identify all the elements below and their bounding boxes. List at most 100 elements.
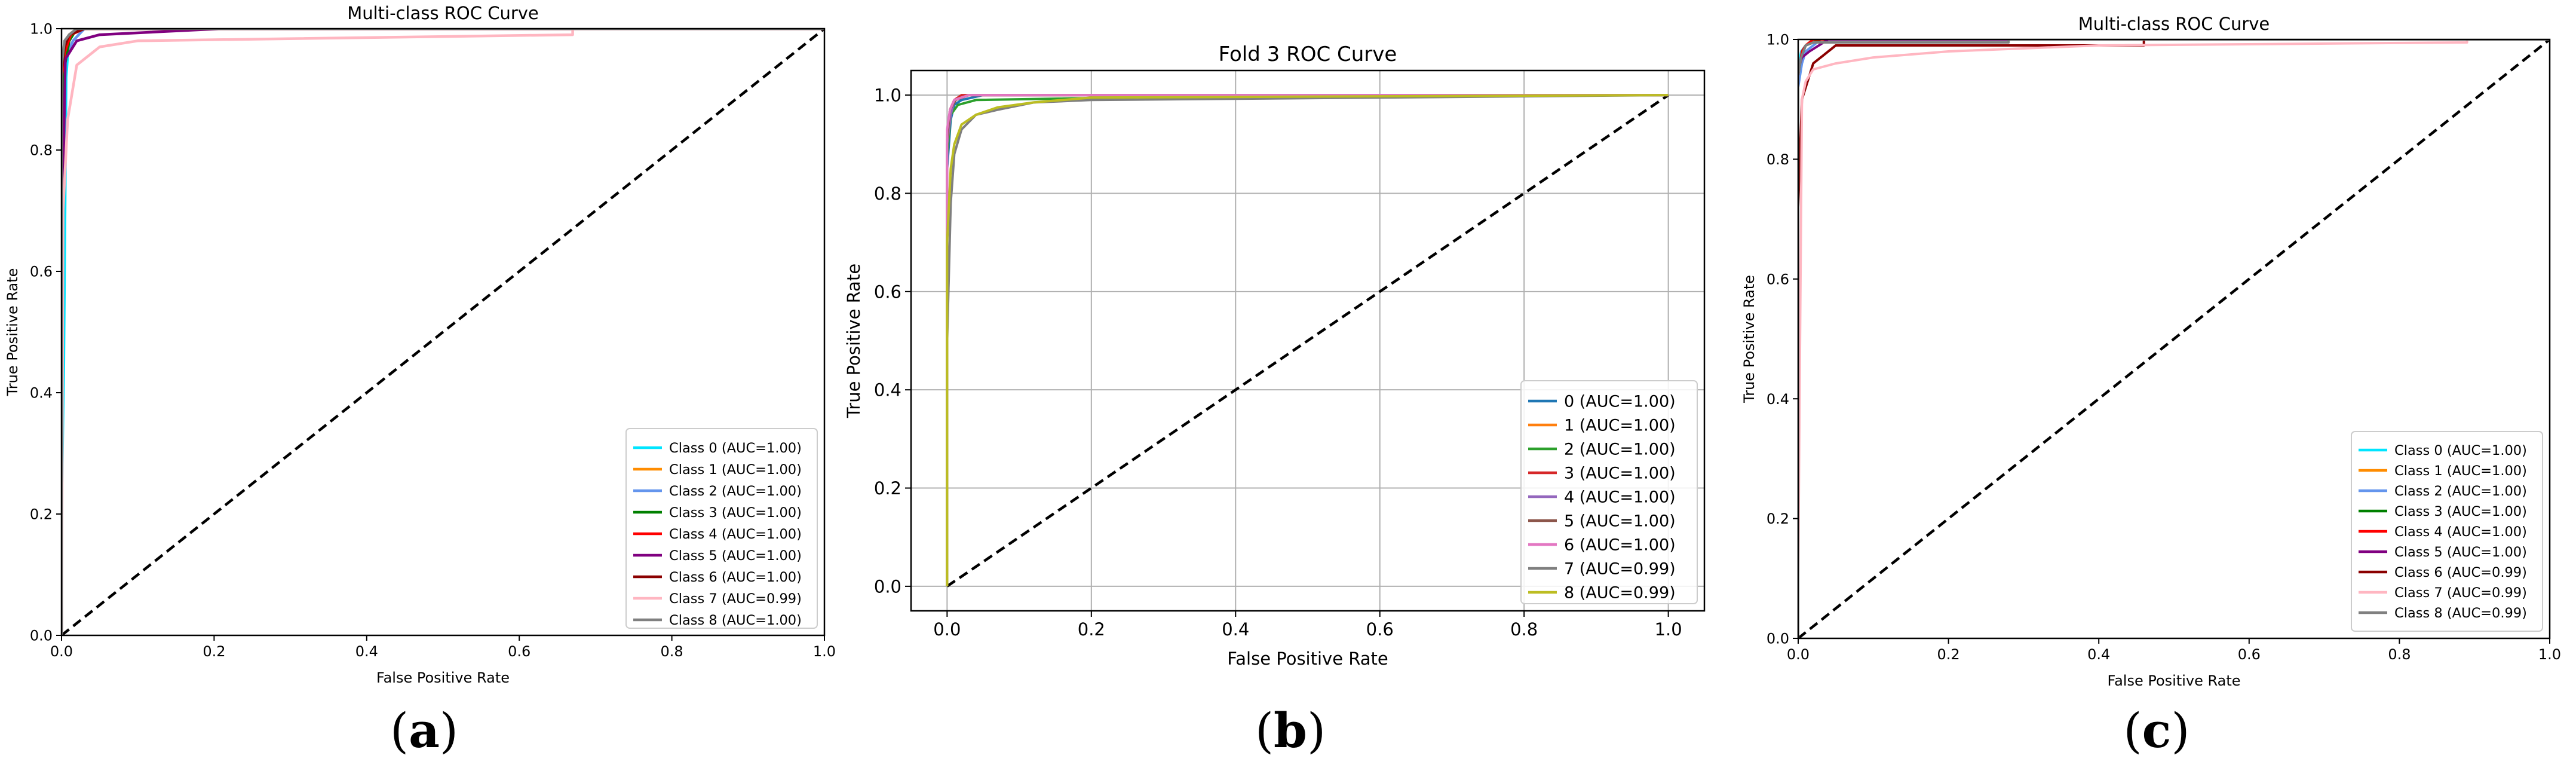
series-line-7: [62, 29, 824, 635]
y-tick-label: 0.2: [30, 506, 53, 523]
legend-entry-5: 5 (AUC=1.00): [1564, 512, 1676, 531]
legend-box: [625, 428, 818, 629]
y-tick-label: 0.0: [874, 576, 901, 597]
x-axis-label: False Positive Rate: [376, 669, 510, 686]
x-tick-label: 1.0: [813, 643, 836, 660]
legend-entry-0: Class 0 (AUC=1.00): [2394, 443, 2527, 458]
x-tick-label: 0.4: [2087, 646, 2110, 663]
x-tick-label: 0.8: [661, 643, 683, 660]
x-tick-label: 0.0: [50, 643, 73, 660]
legend-entry-6: Class 6 (AUC=0.99): [2394, 565, 2527, 580]
chart-panel-1: 0.0 0.2 0.4 0.6 0.8 1.0 0.0 0.2 0.4 0.6 0.8 1.0 Mult…: [4, 3, 836, 758]
y-tick-label: 0.8: [1767, 151, 1789, 168]
x-tick-label: 0.4: [355, 643, 378, 660]
axes-frame: [910, 69, 1706, 612]
panel-label: (c): [2123, 702, 2189, 758]
legend-entry-3: 3 (AUC=1.00): [1564, 464, 1676, 483]
legend: Class 0 (AUC=1.00) Class 1 (AUC=1.00) Clas…: [625, 428, 818, 629]
y-tick-label: 1.0: [30, 21, 53, 38]
series-line-8: [62, 29, 824, 635]
series-line-5: [62, 29, 824, 635]
legend-entry-1: Class 1 (AUC=1.00): [2394, 463, 2527, 479]
plot-area: [62, 29, 824, 635]
series-line-7: [1798, 39, 2550, 638]
legend-entry-8: Class 8 (AUC=1.00): [669, 613, 802, 628]
axes-frame: [60, 27, 826, 637]
panel-label: (b): [1255, 702, 1326, 758]
y-tick-label: 0.8: [874, 183, 901, 204]
y-tick-label: 0.4: [1767, 391, 1789, 408]
chart-panel-2: 0.0 0.2 0.4 0.6 0.8 1.0 0.0 0.2 0.4 0.6 0.8 1.0 Fold…: [844, 42, 1706, 758]
legend-entry-2: 2 (AUC=1.00): [1564, 441, 1676, 459]
x-tick-label: 0.8: [1510, 619, 1538, 640]
y-tick-label: 0.6: [874, 282, 901, 302]
legend-entry-7: 7 (AUC=0.99): [1564, 560, 1676, 579]
legend-entry-5: Class 5 (AUC=1.00): [669, 548, 802, 564]
x-axis-label: False Positive Rate: [1227, 649, 1388, 669]
x-tick-label: 0.2: [203, 643, 225, 660]
x-tick-label: 0.4: [1222, 619, 1249, 640]
y-axis-label: True Positive Rate: [844, 264, 864, 418]
legend-entry-2: Class 2 (AUC=1.00): [2394, 484, 2527, 499]
legend-entry-1: Class 1 (AUC=1.00): [669, 462, 802, 478]
plot-area: [946, 94, 1669, 588]
y-tick-label: 0.2: [1767, 510, 1789, 527]
legend: 0 (AUC=1.00) 1 (AUC=1.00) 2 (AUC=1.00) 3 (A…: [1520, 380, 1698, 604]
legend-entry-8: 8 (AUC=0.99): [1564, 584, 1676, 602]
chance-diagonal-line: [1798, 39, 2550, 638]
legend-entry-3: Class 3 (AUC=1.00): [669, 505, 802, 521]
chart-title: Multi-class ROC Curve: [2078, 14, 2270, 34]
y-tick-label: 0.4: [30, 385, 53, 402]
y-tick-label: 0.6: [30, 264, 53, 280]
legend-entry-0: 0 (AUC=1.00): [1564, 393, 1676, 411]
series-line-6: [946, 94, 1669, 586]
legend-entry-5: Class 5 (AUC=1.00): [2394, 545, 2527, 560]
x-tick-label: 0.2: [1937, 646, 1960, 663]
chart-title: Fold 3 ROC Curve: [1219, 42, 1397, 66]
legend-entry-0: Class 0 (AUC=1.00): [669, 441, 802, 456]
series-line-6: [62, 29, 824, 635]
x-tick-label: 0.2: [1078, 619, 1105, 640]
series-line-2: [62, 29, 824, 635]
chance-diagonal-line: [62, 29, 824, 635]
series-line-8: [946, 94, 1669, 586]
series-line-7: [946, 94, 1669, 586]
chance-diagonal-line: [946, 94, 1669, 588]
x-tick-label: 0.6: [508, 643, 530, 660]
series-line-4: [62, 29, 824, 635]
legend-entry-4: Class 4 (AUC=1.00): [669, 527, 802, 542]
y-tick-label: 0.4: [874, 380, 901, 400]
legend-entry-4: Class 4 (AUC=1.00): [2394, 524, 2527, 540]
x-tick-label: 0.0: [933, 619, 961, 640]
axes-frame: [1797, 38, 2551, 640]
panel-label: (a): [390, 702, 458, 758]
legend-box: [2351, 431, 2543, 632]
legend-entry-7: Class 7 (AUC=0.99): [669, 591, 802, 607]
legend-entry-4: 4 (AUC=1.00): [1564, 488, 1676, 507]
y-tick-label: 0.0: [30, 628, 53, 644]
x-axis-label: False Positive Rate: [2107, 672, 2240, 689]
x-tick-label: 1.0: [2538, 646, 2561, 663]
legend-entry-7: Class 7 (AUC=0.99): [2394, 585, 2527, 601]
legend-entry-8: Class 8 (AUC=0.99): [2394, 605, 2527, 621]
legend-entry-3: Class 3 (AUC=1.00): [2394, 504, 2527, 519]
y-tick-label: 0.6: [1767, 271, 1789, 287]
legend-box: [1520, 380, 1698, 604]
legend-entry-6: 6 (AUC=1.00): [1564, 536, 1676, 555]
y-tick-label: 1.0: [1767, 32, 1789, 48]
legend: Class 0 (AUC=1.00) Class 1 (AUC=1.00) Clas…: [2351, 431, 2543, 632]
y-tick-label: 0.2: [874, 478, 901, 498]
x-tick-label: 0.8: [2388, 646, 2411, 663]
x-tick-label: 0.0: [1787, 646, 1810, 663]
legend-entry-1: 1 (AUC=1.00): [1564, 417, 1676, 435]
y-tick-label: 0.8: [30, 142, 53, 159]
legend-entry-2: Class 2 (AUC=1.00): [669, 484, 802, 499]
y-axis-label: True Positive Rate: [4, 268, 21, 397]
chart-panel-3: 0.0 0.2 0.4 0.6 0.8 1.0 0.0 0.2 0.4 0.6 0.8 1.0 Mult…: [1741, 14, 2561, 758]
x-tick-label: 0.6: [1366, 619, 1394, 640]
chart-title: Multi-class ROC Curve: [347, 3, 539, 23]
series-line-5: [1798, 39, 2550, 638]
legend-entry-6: Class 6 (AUC=1.00): [669, 570, 802, 585]
